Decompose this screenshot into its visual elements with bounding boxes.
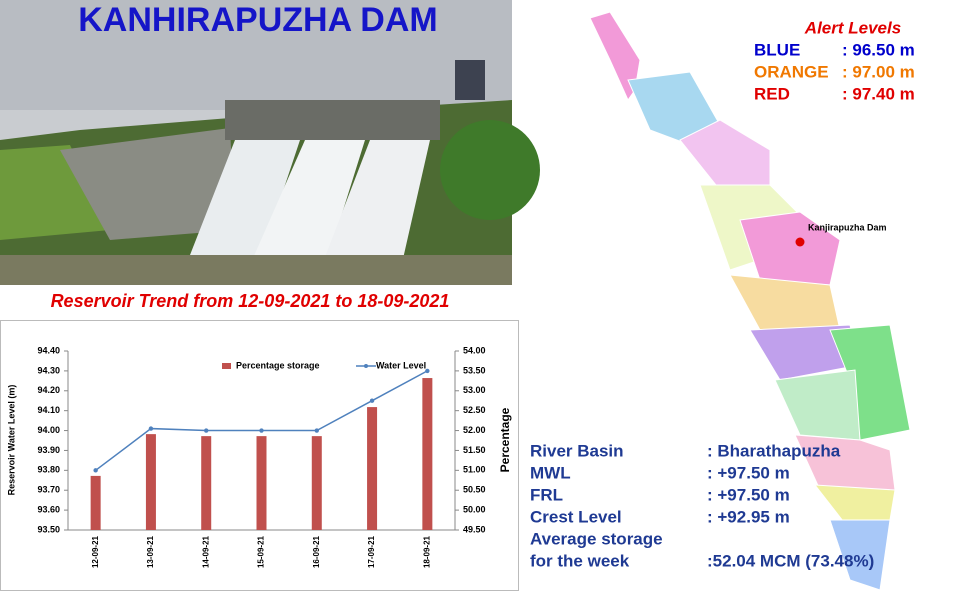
y-tick-label: 93.70	[37, 485, 60, 495]
kerala-map	[589, 11, 911, 591]
y-tick-label: 94.40	[37, 345, 60, 355]
bar	[201, 436, 212, 530]
y2-tick-label: 50.00	[463, 504, 486, 514]
dam-location	[795, 237, 805, 247]
info-label: River Basin	[530, 441, 624, 460]
y2-tick-label: 54.00	[463, 345, 486, 355]
y2-tick-label: 51.50	[463, 445, 486, 455]
map-label: Kanjirapuzha Dam	[808, 222, 887, 232]
legend-label: Percentage storage	[236, 360, 320, 370]
y2-tick-label: 52.50	[463, 405, 486, 415]
info-value: : Bharathapuzha	[707, 441, 841, 460]
alert-value: : 97.00 m	[842, 62, 915, 81]
line-point	[369, 398, 375, 403]
bar	[311, 436, 322, 530]
x-tick-label: 17-09-21	[367, 535, 376, 568]
y-tick-label: 94.00	[37, 425, 60, 435]
y2-tick-label: 49.50	[463, 524, 486, 534]
chart-title: Reservoir Trend from 12-09-2021 to 18-09…	[51, 291, 450, 311]
line-point	[314, 428, 319, 433]
x-tick-label: 13-09-21	[146, 535, 155, 568]
y-tick-label: 93.80	[37, 465, 60, 475]
legend-swatch	[222, 363, 231, 369]
info-label: MWL	[530, 463, 571, 482]
y-tick-label: 94.10	[37, 405, 60, 415]
y2-axis-title: Percentage	[498, 407, 512, 472]
y2-tick-label: 53.00	[463, 385, 486, 395]
alert-value: : 97.40 m	[842, 84, 915, 103]
info-value: : +97.50 m	[707, 485, 790, 504]
line-point	[148, 426, 154, 431]
alert-name: RED	[754, 84, 790, 103]
bar	[422, 378, 433, 530]
x-tick-label: 12-09-21	[91, 535, 100, 568]
y2-tick-label: 50.50	[463, 485, 486, 495]
info-value: :52.04 MCM (73.48%)	[707, 551, 874, 570]
alert-name: ORANGE	[754, 62, 829, 81]
info-label: Crest Level	[530, 507, 622, 526]
line-point	[93, 468, 98, 473]
y-tick-label: 94.30	[37, 365, 60, 375]
dam-photo	[0, 0, 540, 285]
alert-title: Alert Levels	[804, 18, 901, 37]
info-value: : +97.50 m	[707, 463, 790, 482]
y2-tick-label: 51.00	[463, 465, 486, 475]
bar	[90, 475, 101, 530]
legend-label: Water Level	[376, 360, 426, 370]
bar	[367, 407, 378, 530]
bar	[256, 436, 267, 530]
bar	[145, 434, 156, 530]
x-tick-label: 18-09-21	[422, 535, 431, 568]
line-point	[259, 428, 264, 433]
y-tick-label: 94.20	[37, 385, 60, 395]
page-title: KANHIRAPUZHA DAM	[78, 1, 438, 39]
info-value: : +92.95 m	[707, 507, 790, 526]
legend-swatch	[364, 364, 368, 368]
info-label: Average storage	[530, 529, 663, 548]
y2-tick-label: 52.00	[463, 425, 486, 435]
y-axis-title: Reservoir Water Level (m)	[6, 385, 16, 496]
y-tick-label: 93.60	[37, 504, 60, 514]
line-point	[425, 368, 430, 374]
x-tick-label: 14-09-21	[201, 535, 210, 568]
line-point	[204, 428, 209, 433]
x-tick-label: 16-09-21	[312, 535, 321, 568]
x-tick-label: 15-09-21	[257, 535, 266, 568]
y-tick-label: 93.50	[37, 524, 60, 534]
y2-tick-label: 53.50	[463, 365, 486, 375]
alert-name: BLUE	[754, 40, 800, 59]
info-label: FRL	[530, 485, 563, 504]
y-tick-label: 93.90	[37, 445, 60, 455]
info-label: for the week	[530, 551, 630, 570]
alert-value: : 96.50 m	[842, 40, 915, 59]
